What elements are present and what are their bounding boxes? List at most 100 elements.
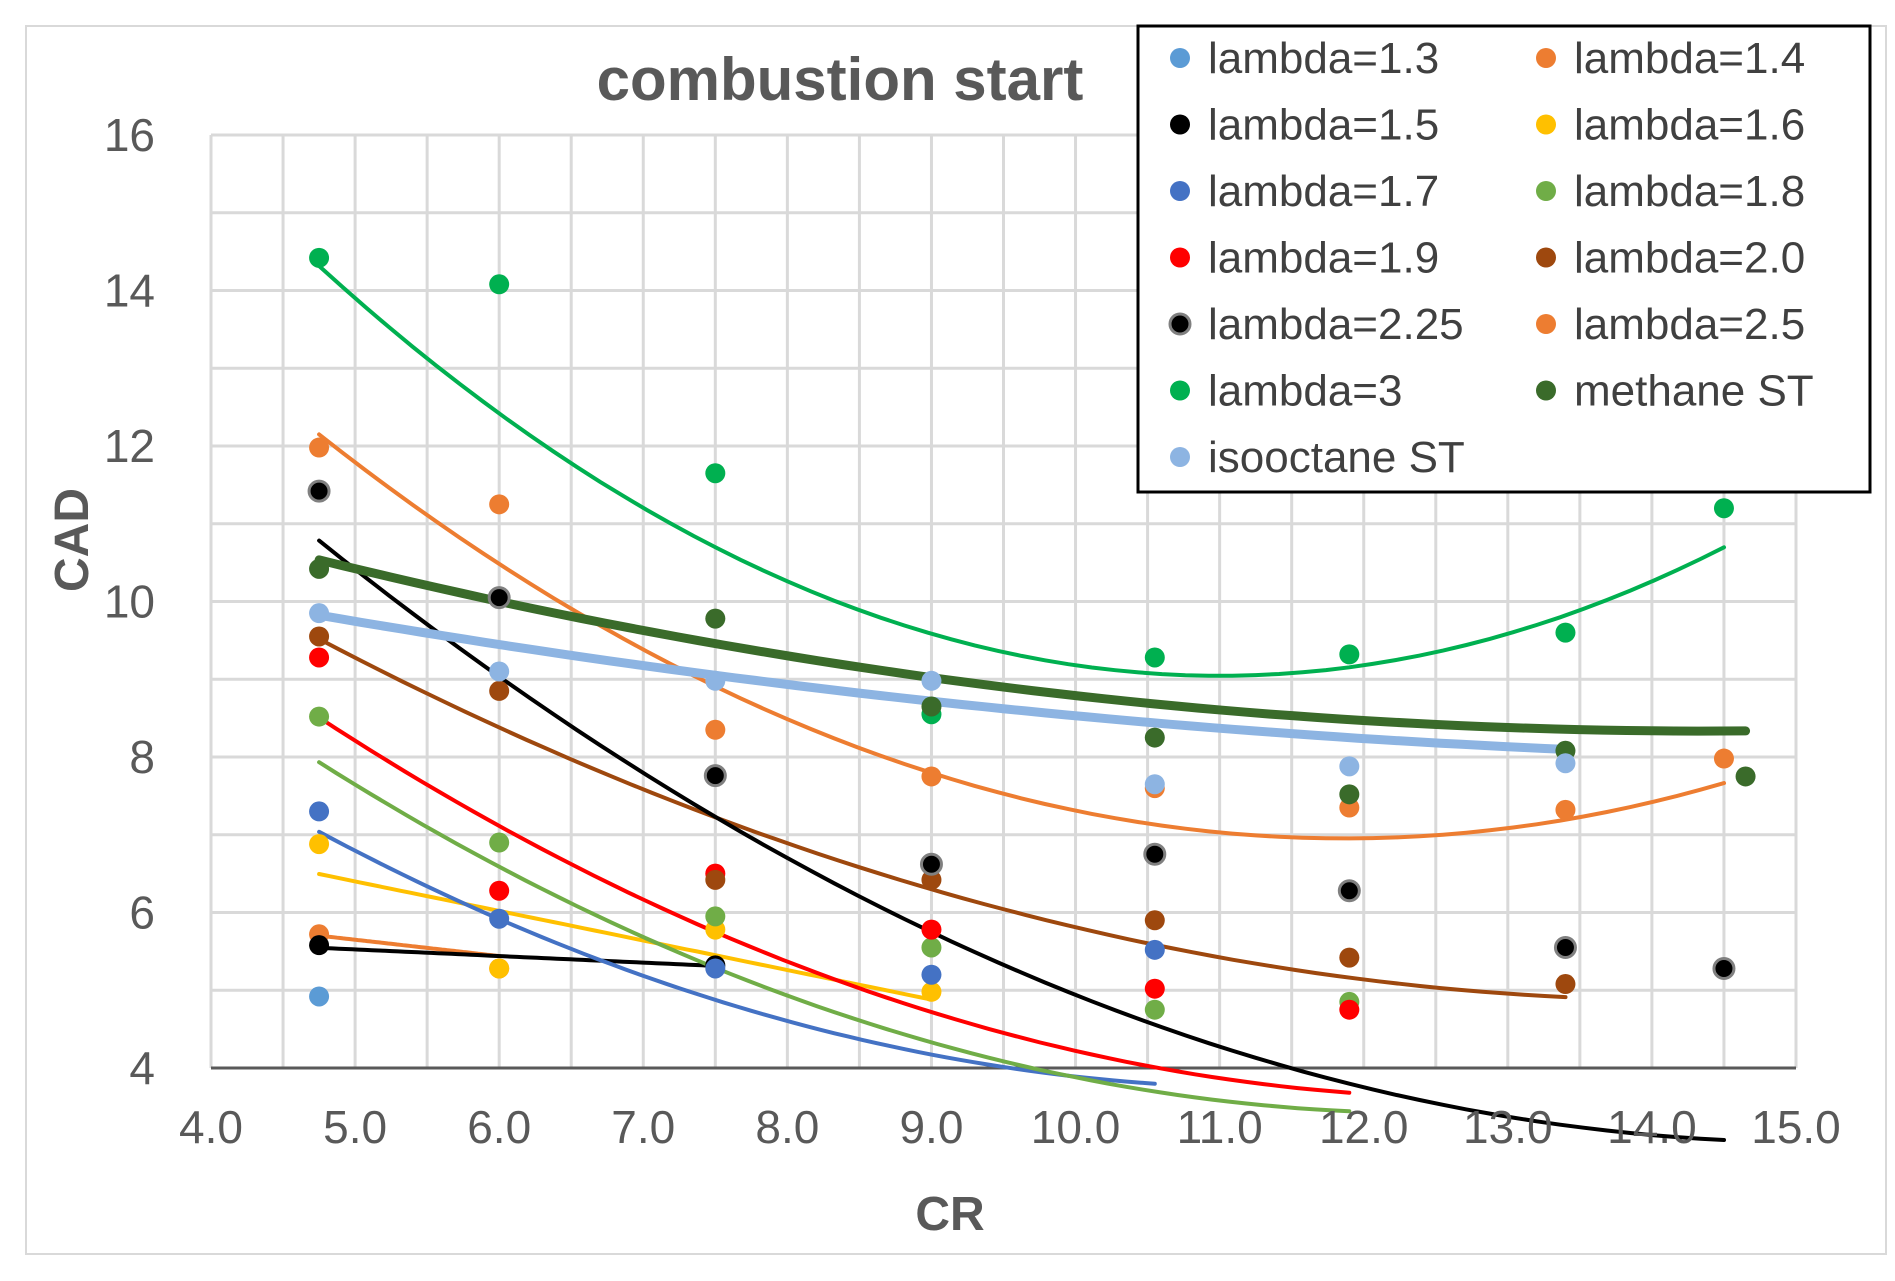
legend-label-lambda-2-25: lambda=2.25: [1208, 300, 1464, 349]
trendline-lambda-1-7: [317, 829, 1157, 1086]
data-point-lambda-2-5: [489, 494, 510, 515]
legend-box: [1136, 24, 1872, 494]
legend-marker-lambda-2-5: [1536, 314, 1556, 334]
data-point-lambda-2-5: [309, 437, 330, 458]
data-point-lambda-1-3: [309, 986, 330, 1007]
x-tick-label: 11.0: [1177, 1101, 1263, 1153]
data-point-methane-st: [705, 608, 726, 629]
data-point-lambda-2-25: [703, 764, 727, 788]
legend-label-lambda-1-7: lambda=1.7: [1208, 167, 1439, 216]
legend-label-lambda-1-6: lambda=1.6: [1574, 101, 1805, 150]
data-point-isooctane-st: [921, 670, 942, 691]
x-tick-label: 10.0: [1031, 1101, 1121, 1153]
data-point-lambda-3: [705, 463, 726, 484]
data-point-lambda-1-7: [921, 964, 942, 985]
data-point-lambda-2-0: [1339, 947, 1360, 968]
data-point-lambda-2-25: [1553, 935, 1577, 959]
data-point-lambda-1-9: [921, 919, 942, 940]
x-tick-label: 6.0: [467, 1101, 531, 1153]
data-point-lambda-1-8: [309, 706, 330, 727]
legend-marker-lambda-1-9: [1170, 247, 1190, 268]
x-tick-label: 12.0: [1319, 1101, 1409, 1153]
trendline-methane-st: [314, 555, 1751, 736]
data-point-lambda-2-25: [487, 586, 511, 610]
x-tick-label: 8.0: [755, 1101, 819, 1153]
data-point-lambda-2-0: [1144, 910, 1165, 931]
y-tick-label: 12: [104, 420, 155, 472]
data-point-lambda-1-9: [1339, 999, 1360, 1020]
trendline-lambda-2-25: [317, 538, 1726, 1142]
trendline-lambda-1-4: [317, 933, 502, 958]
legend-marker-lambda-2-0: [1536, 247, 1556, 268]
x-tick-label: 15.0: [1751, 1101, 1841, 1153]
y-tick-label: 16: [104, 109, 155, 161]
legend-label-methane-st: methane ST: [1574, 367, 1814, 416]
legend-marker-lambda-1-6: [1536, 114, 1556, 135]
data-point-lambda-2-25: [1712, 956, 1736, 980]
data-points: [307, 247, 1756, 1020]
data-point-lambda-3: [309, 247, 330, 268]
x-axis-title: CR: [915, 1188, 984, 1241]
trendline-isooctane-st: [314, 610, 1570, 754]
data-point-lambda-1-8: [921, 937, 942, 958]
data-point-lambda-3: [1713, 498, 1734, 519]
data-point-lambda-2-0: [1555, 974, 1576, 995]
x-tick-label: 14.0: [1607, 1101, 1697, 1153]
data-point-lambda-1-7: [489, 908, 510, 929]
y-tick-label: 6: [129, 887, 155, 939]
legend-label-isooctane-st: isooctane ST: [1208, 433, 1465, 482]
trendline-lambda-3: [317, 264, 1726, 678]
legend-marker-lambda-3: [1170, 380, 1190, 401]
data-point-methane-st: [1735, 766, 1756, 787]
y-tick-label: 4: [129, 1042, 155, 1094]
data-point-isooctane-st: [489, 661, 510, 682]
y-tick-labels: 4 6 8 10 12 14 16: [104, 109, 155, 1094]
data-point-lambda-1-8: [705, 906, 726, 927]
legend-label-lambda-1-4: lambda=1.4: [1574, 34, 1805, 83]
legend-marker-lambda-2-25: [1168, 312, 1192, 336]
data-point-isooctane-st: [1144, 774, 1165, 795]
x-tick-label: 4.0: [179, 1101, 243, 1153]
legend-label-lambda-1-3: lambda=1.3: [1208, 34, 1439, 83]
data-point-lambda-3: [1555, 622, 1576, 643]
data-point-lambda-2-25: [307, 479, 331, 503]
x-tick-label: 9.0: [899, 1101, 963, 1153]
trendline-lambda-1-5: [317, 945, 718, 968]
legend-marker-lambda-1-3: [1170, 48, 1190, 68]
data-point-lambda-2-0: [705, 869, 726, 890]
y-tick-label: 8: [129, 731, 155, 783]
legend-label-lambda-3: lambda=3: [1208, 367, 1402, 416]
y-tick-label: 14: [104, 265, 155, 317]
legend-label-lambda-1-8: lambda=1.8: [1574, 167, 1805, 216]
data-point-isooctane-st: [1555, 753, 1576, 774]
data-point-lambda-2-0: [309, 626, 330, 647]
x-tick-label: 5.0: [323, 1101, 387, 1153]
data-point-lambda-1-6: [921, 981, 942, 1002]
data-point-methane-st: [921, 696, 942, 717]
data-point-lambda-1-9: [309, 647, 330, 668]
data-point-lambda-2-5: [705, 719, 726, 740]
data-point-methane-st: [309, 558, 330, 579]
data-point-lambda-1-7: [1144, 939, 1165, 960]
chart-title: combustion start: [597, 46, 1084, 113]
data-point-lambda-1-7: [705, 958, 726, 979]
x-tick-labels: 4.0 5.0 6.0 7.0 8.0 9.0 10.0 11.0 12.0 13.0 14.0 15…: [179, 1101, 1841, 1153]
data-point-lambda-1-8: [1144, 999, 1165, 1020]
legend-marker-methane-st: [1536, 380, 1556, 401]
data-point-lambda-2-0: [489, 680, 510, 701]
legend-marker-lambda-1-8: [1536, 181, 1556, 201]
legend: lambda=1.3 lambda=1.4 lambda=1.5 lambda=1.6…: [1136, 24, 1872, 494]
data-point-isooctane-st: [705, 670, 726, 691]
legend-marker-lambda-1-5: [1170, 114, 1190, 135]
data-point-lambda-1-6: [309, 834, 330, 855]
data-point-isooctane-st: [1339, 756, 1360, 777]
legend-marker-isooctane-st: [1170, 447, 1190, 467]
data-point-lambda-1-8: [489, 832, 510, 853]
legend-marker-lambda-1-7: [1170, 181, 1190, 201]
x-tick-label: 7.0: [611, 1101, 675, 1153]
trendline-lambda-1-8: [317, 760, 1352, 1114]
data-point-isooctane-st: [309, 603, 330, 624]
trendline-lambda-2-0: [317, 637, 1568, 1000]
